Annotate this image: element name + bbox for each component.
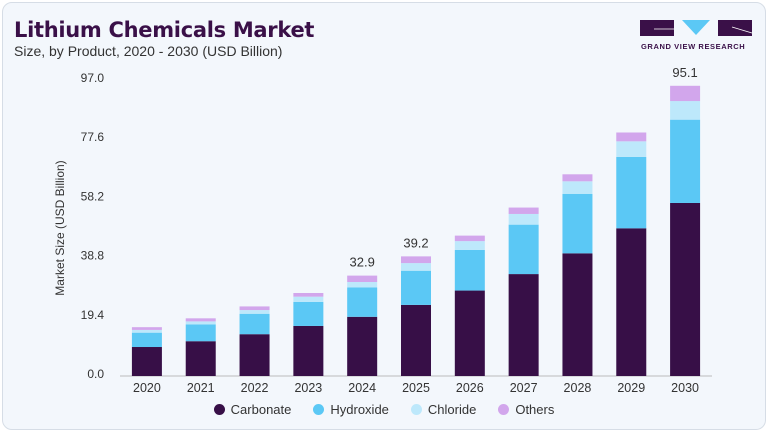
bar-others-2022 <box>239 306 270 311</box>
legend-label: Hydroxide <box>330 402 389 417</box>
bar-others-2021 <box>185 318 216 322</box>
bar-hydroxide-2026 <box>454 249 485 291</box>
x-tick-label: 2027 <box>510 381 538 395</box>
bar-others-2027 <box>508 207 539 214</box>
x-tick-label: 2023 <box>294 381 322 395</box>
y-tick-label: 97.0 <box>81 71 105 85</box>
bar-chloride-2029 <box>616 141 647 157</box>
bar-chloride-2030 <box>670 101 701 120</box>
legend-swatch <box>313 404 325 415</box>
bar-hydroxide-2028 <box>562 193 593 254</box>
bar-carbonate-2028 <box>562 253 593 376</box>
x-tick-label: 2021 <box>187 381 215 395</box>
x-tick-label: 2029 <box>617 381 645 395</box>
bar-hydroxide-2024 <box>347 287 378 317</box>
x-tick-label: 2026 <box>456 381 484 395</box>
bar-others-2026 <box>454 235 485 242</box>
bar-hydroxide-2020 <box>131 332 162 348</box>
y-axis-label: Market Size (USD Billion) <box>53 160 67 295</box>
bar-hydroxide-2030 <box>670 119 701 203</box>
bar-hydroxide-2029 <box>616 156 647 229</box>
bar-others-2029 <box>616 132 647 142</box>
bar-hydroxide-2021 <box>185 324 216 342</box>
data-label-2030: 95.1 <box>672 65 697 80</box>
bar-carbonate-2022 <box>239 334 270 376</box>
bar-others-2025 <box>401 256 431 264</box>
legend-item-chloride: Chloride <box>410 402 477 417</box>
bar-carbonate-2026 <box>454 290 485 376</box>
bar-chloride-2021 <box>185 321 216 325</box>
legend-label: Chloride <box>427 402 477 417</box>
bar-others-2028 <box>562 174 593 182</box>
data-label-2024: 32.9 <box>350 255 375 270</box>
bar-chloride-2025 <box>401 263 431 271</box>
legend-swatch <box>410 404 422 415</box>
bar-chloride-2024 <box>347 282 378 288</box>
bar-carbonate-2027 <box>508 274 539 376</box>
legend-item-carbonate: Carbonate <box>213 402 292 417</box>
bar-others-2024 <box>347 275 378 283</box>
x-tick-label: 2030 <box>671 381 699 395</box>
bar-chloride-2027 <box>508 213 539 225</box>
grand-view-research-logo <box>640 20 753 36</box>
legend: Carbonate Hydroxide Chloride Others <box>0 402 768 417</box>
y-tick-label: 58.2 <box>81 189 105 203</box>
bar-chloride-2020 <box>131 329 162 333</box>
logo-text: GRAND VIEW RESEARCH <box>641 42 746 51</box>
y-tick-label: 0.0 <box>87 367 104 381</box>
x-tick-label: 2025 <box>402 381 430 395</box>
bar-others-2020 <box>131 327 162 330</box>
legend-item-hydroxide: Hydroxide <box>313 402 389 417</box>
chart-subtitle: Size, by Product, 2020 - 2030 (USD Billi… <box>14 43 283 59</box>
bar-carbonate-2020 <box>131 347 162 376</box>
data-label-2025: 39.2 <box>403 235 428 250</box>
bar-chloride-2022 <box>239 310 270 314</box>
bar-hydroxide-2027 <box>508 224 539 275</box>
legend-label: Carbonate <box>230 402 292 417</box>
legend-label: Others <box>515 402 555 417</box>
bar-carbonate-2025 <box>401 304 431 376</box>
legend-item-others: Others <box>498 402 554 417</box>
y-tick-label: 77.6 <box>81 130 105 144</box>
bar-chloride-2028 <box>562 181 593 194</box>
bar-others-2023 <box>293 292 324 297</box>
bar-carbonate-2023 <box>293 325 324 376</box>
bar-hydroxide-2022 <box>239 313 270 335</box>
bar-chloride-2023 <box>293 296 324 302</box>
bar-hydroxide-2023 <box>293 301 324 326</box>
x-tick-label: 2028 <box>564 381 592 395</box>
bar-chloride-2026 <box>454 241 485 250</box>
bar-carbonate-2029 <box>616 228 647 376</box>
bar-carbonate-2024 <box>347 316 378 376</box>
legend-swatch <box>498 404 510 415</box>
y-tick-label: 19.4 <box>81 308 105 322</box>
bar-carbonate-2021 <box>185 341 216 376</box>
bar-hydroxide-2025 <box>401 270 431 305</box>
bar-others-2030 <box>670 85 701 102</box>
x-tick-label: 2020 <box>133 381 161 395</box>
legend-swatch <box>213 404 225 415</box>
x-tick-label: 2022 <box>241 381 269 395</box>
chart-title: Lithium Chemicals Market <box>14 18 315 42</box>
x-tick-label: 2024 <box>348 381 376 395</box>
y-tick-label: 38.8 <box>81 249 105 263</box>
bar-carbonate-2030 <box>670 202 701 376</box>
